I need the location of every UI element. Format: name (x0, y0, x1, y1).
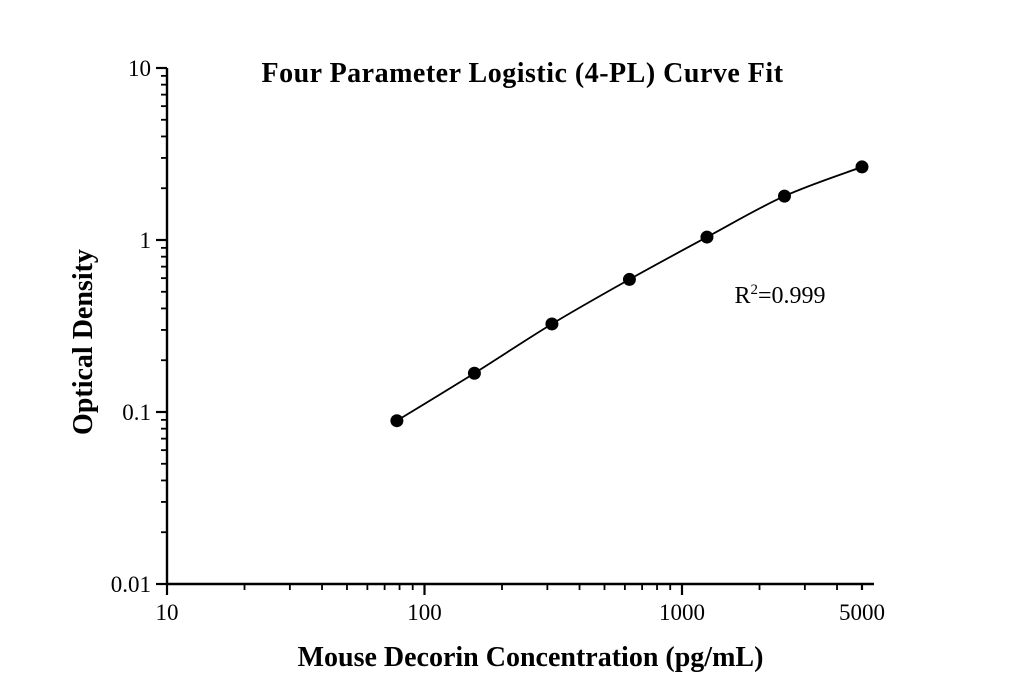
y-tick-label: 0.01 (111, 572, 151, 597)
data-point-marker (622, 272, 636, 286)
data-point-marker (855, 160, 869, 174)
r-squared-exponent: 2 (750, 282, 758, 298)
x-tick-label: 5000 (839, 600, 885, 625)
r-squared-annotation: R2=0.999 (690, 283, 870, 310)
data-point-marker (700, 230, 714, 244)
data-point-marker (467, 366, 481, 380)
r-squared-base: R (734, 283, 751, 309)
data-point-marker (777, 189, 791, 203)
y-tick-label: 10 (128, 56, 151, 81)
y-tick-label: 1 (140, 228, 152, 253)
y-tick-label: 0.1 (122, 400, 151, 425)
x-tick-label: 1000 (659, 600, 705, 625)
x-tick-label: 10 (156, 600, 179, 625)
x-axis-label: Mouse Decorin Concentration (pg/mL) (297, 642, 764, 673)
r-squared-value: =0.999 (757, 283, 826, 309)
y-axis-label: Optical Density (68, 249, 99, 435)
data-point-marker (545, 317, 559, 331)
x-tick-label: 100 (407, 600, 442, 625)
chart-title: Four Parameter Logistic (4-PL) Curve Fit (261, 58, 784, 89)
data-point-marker (390, 414, 404, 428)
